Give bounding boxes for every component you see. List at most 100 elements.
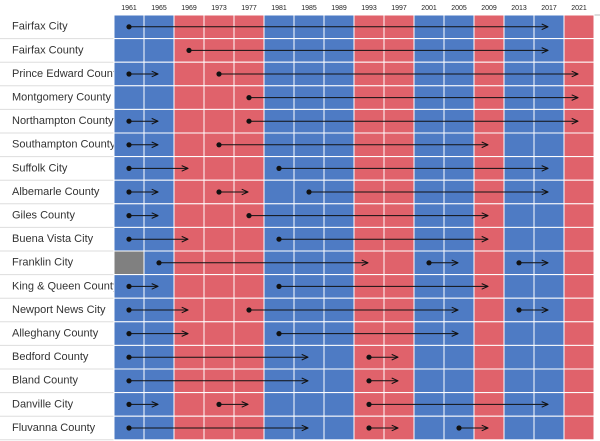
cell	[323, 344, 355, 370]
cell	[533, 132, 565, 158]
cell	[173, 85, 205, 110]
streak-start	[246, 213, 252, 219]
cell	[503, 274, 535, 299]
streak-start	[516, 260, 522, 266]
cell	[113, 38, 145, 63]
streak-start	[216, 401, 222, 407]
cell	[233, 156, 265, 181]
cell	[563, 368, 595, 394]
row-label: Bland County	[12, 375, 79, 387]
streak-start	[246, 95, 252, 101]
cell	[263, 392, 295, 417]
streak-start	[126, 401, 132, 407]
cell	[473, 297, 505, 323]
row-label: Buena Vista City	[12, 233, 94, 245]
row-label: Montgomery County	[12, 92, 112, 104]
streak-start	[126, 71, 132, 77]
year-header: 2009	[481, 5, 497, 12]
cell	[563, 179, 595, 205]
cell	[533, 203, 565, 228]
cell	[413, 368, 445, 394]
row-label: Prince Edward County	[12, 68, 122, 80]
year-header: 1985	[301, 5, 317, 12]
cell	[563, 344, 595, 370]
streak-start	[216, 142, 222, 148]
cell	[323, 415, 355, 441]
row-label: Suffolk City	[12, 162, 68, 174]
streak-start	[126, 213, 132, 219]
year-header: 1997	[391, 5, 407, 12]
cell	[473, 368, 505, 394]
cell	[503, 321, 535, 346]
cell	[473, 250, 505, 276]
row-label: Newport News City	[12, 304, 106, 316]
streak-start	[126, 24, 132, 30]
row-label: Bedford County	[12, 351, 89, 363]
cell	[503, 132, 535, 158]
cell	[563, 297, 595, 323]
cell	[173, 274, 205, 299]
streak-start	[126, 142, 132, 148]
streak-start	[366, 425, 372, 431]
cell	[233, 226, 265, 252]
streak-start	[126, 425, 132, 431]
cell	[563, 321, 595, 346]
streak-start	[456, 425, 462, 431]
row-label: King & Queen County	[12, 280, 119, 292]
cell	[203, 156, 235, 181]
cell	[533, 415, 565, 441]
row-label: Albemarle County	[12, 186, 100, 198]
streak-start	[126, 118, 132, 124]
cell	[113, 85, 145, 110]
streak-start	[366, 378, 372, 384]
cell	[203, 203, 235, 228]
streak-start	[246, 118, 252, 124]
cell	[503, 226, 535, 252]
cell	[203, 274, 235, 299]
streak-start	[216, 189, 222, 195]
row-label: Fairfax City	[12, 21, 68, 33]
cell	[203, 85, 235, 110]
streak-start	[126, 165, 132, 171]
cell	[533, 321, 565, 346]
cell	[563, 203, 595, 228]
cell	[563, 132, 595, 158]
year-header: 1973	[211, 5, 227, 12]
year-header: 1977	[241, 5, 257, 12]
cell	[533, 226, 565, 252]
year-header: 1981	[271, 5, 287, 12]
streak-start	[216, 71, 222, 77]
cell	[173, 203, 205, 228]
streak-start	[426, 260, 432, 266]
cell	[173, 392, 205, 417]
cell	[563, 156, 595, 181]
streak-start	[126, 283, 132, 289]
cell	[323, 392, 355, 417]
streak-start	[126, 331, 132, 337]
cell	[203, 108, 235, 134]
cell	[173, 132, 205, 158]
year-header: 2013	[511, 5, 527, 12]
cell	[503, 368, 535, 394]
cell	[443, 368, 475, 394]
streak-start	[516, 307, 522, 313]
cell	[203, 297, 235, 323]
year-header: 1993	[361, 5, 377, 12]
year-header: 1969	[181, 5, 197, 12]
row-label: Northampton County	[12, 115, 114, 127]
streak-start	[186, 47, 192, 54]
cell	[473, 344, 505, 370]
cell	[113, 250, 145, 276]
streak-start	[276, 331, 282, 337]
cell	[533, 368, 565, 394]
cell	[563, 226, 595, 252]
cell	[383, 250, 415, 276]
row-label: Franklin City	[12, 257, 74, 269]
streak-start	[276, 236, 282, 242]
cell	[143, 38, 175, 63]
streak-start	[126, 354, 132, 360]
cell	[473, 321, 505, 346]
cell	[503, 203, 535, 228]
streak-start	[366, 354, 372, 360]
year-header: 2017	[541, 5, 557, 12]
